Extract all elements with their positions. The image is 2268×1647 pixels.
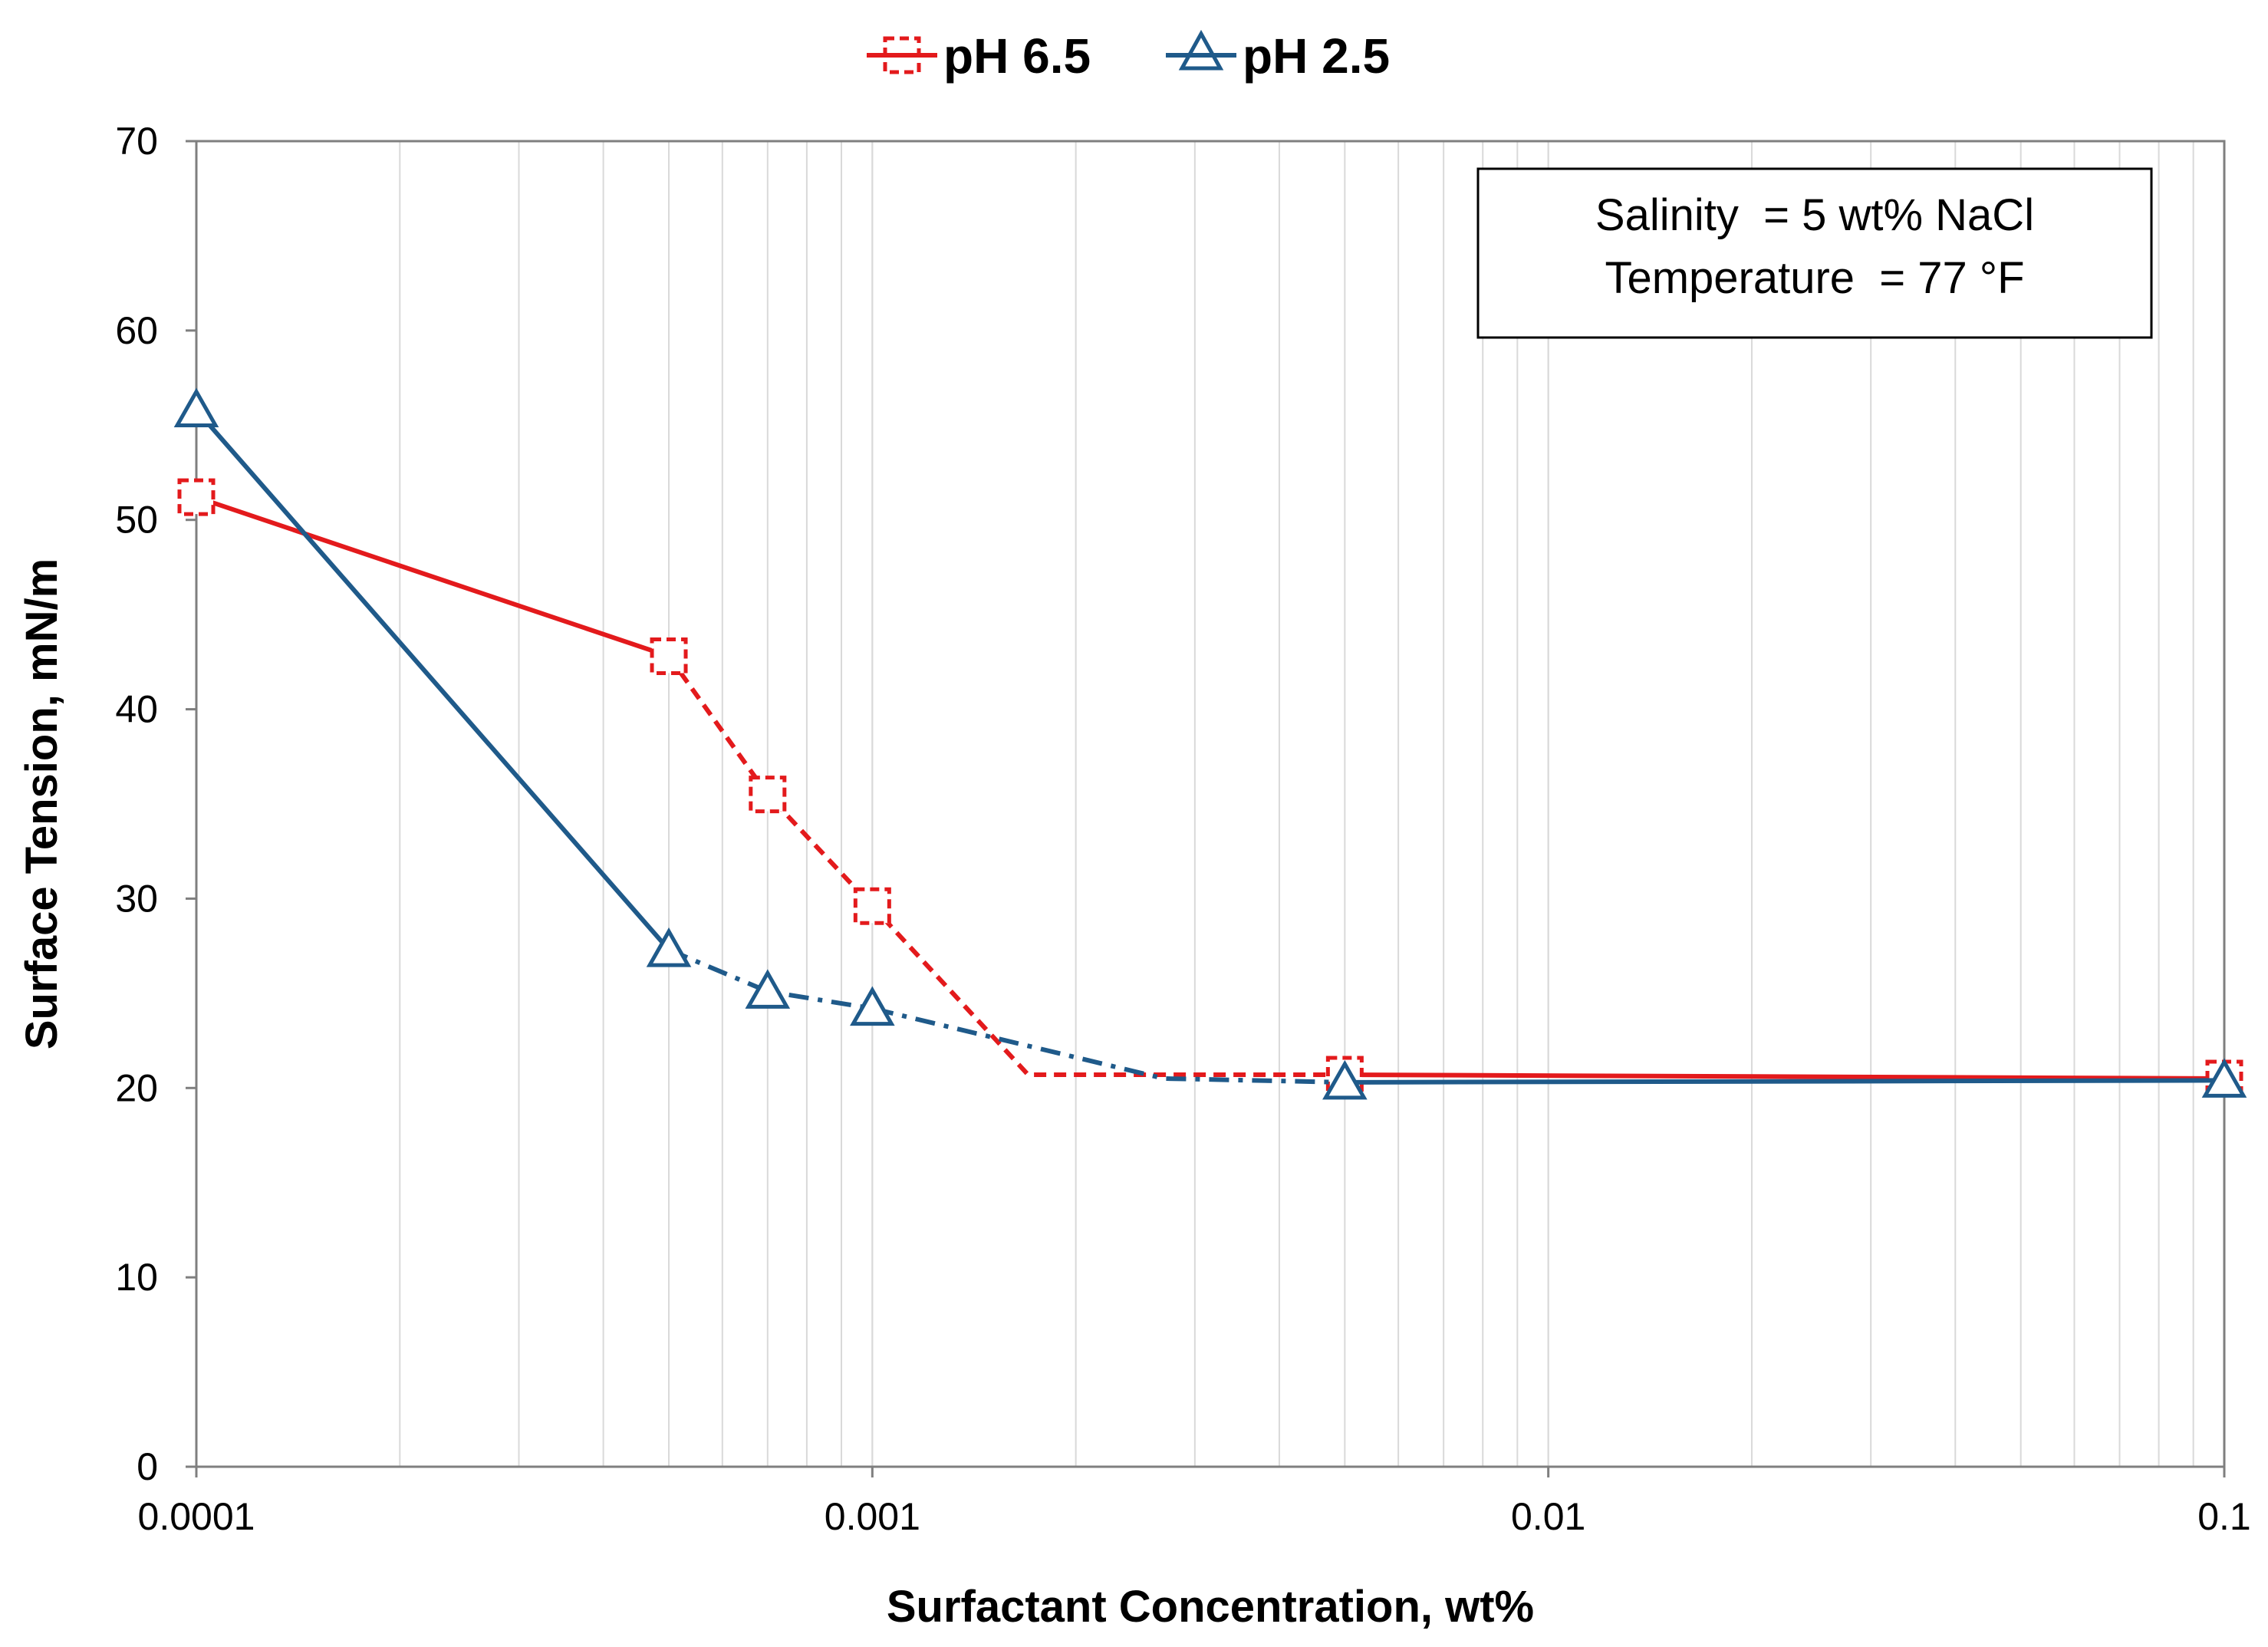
data-point bbox=[646, 927, 692, 967]
annotation-frame bbox=[1476, 167, 2153, 339]
legend: pH 6.5 pH 2.5 bbox=[867, 28, 1390, 84]
data-point bbox=[850, 986, 895, 1026]
x-tick-label: 0.001 bbox=[825, 1495, 920, 1538]
series-line-segment bbox=[667, 947, 1345, 1085]
plot-area bbox=[195, 140, 2226, 1468]
x-tick-label: 0.1 bbox=[2197, 1495, 2251, 1538]
x-axis: 0.0001 0.001 0.01 0.1 bbox=[138, 1467, 2251, 1538]
annotation-salinity: Salinity = 5 wt% NaCl bbox=[1595, 190, 2034, 240]
data-point bbox=[749, 776, 787, 814]
annotation-box: Salinity = 5 wt% NaCl Temperature = 77 °… bbox=[1476, 167, 2153, 339]
series-layer bbox=[173, 387, 2247, 1100]
data-point bbox=[853, 887, 891, 925]
y-tick-label: 60 bbox=[115, 309, 158, 352]
legend-marker-ph25 bbox=[1178, 29, 1224, 71]
y-tick-label: 50 bbox=[115, 499, 158, 542]
series-line-segment bbox=[194, 408, 671, 952]
y-axis-title: Surface Tension, mN/m bbox=[17, 558, 67, 1049]
legend-label-ph25: pH 2.5 bbox=[1243, 28, 1390, 84]
x-tick-label: 0.0001 bbox=[138, 1495, 255, 1538]
series-line-segment bbox=[1345, 1078, 2225, 1085]
y-axis: 0 10 20 30 40 50 60 70 bbox=[115, 120, 196, 1488]
data-point bbox=[173, 387, 219, 428]
y-tick-label: 10 bbox=[115, 1256, 158, 1299]
y-tick-label: 30 bbox=[115, 877, 158, 920]
series-line-segment bbox=[1345, 1072, 2225, 1081]
y-tick-label: 40 bbox=[115, 688, 158, 731]
legend-marker-ph65 bbox=[883, 36, 921, 74]
x-axis-title: Surfactant Concentration, wt% bbox=[887, 1582, 1534, 1632]
y-tick-label: 20 bbox=[115, 1066, 158, 1109]
y-tick-label: 70 bbox=[115, 120, 158, 163]
legend-label-ph65: pH 6.5 bbox=[943, 28, 1091, 84]
data-point bbox=[745, 969, 791, 1009]
x-tick-label: 0.01 bbox=[1511, 1495, 1585, 1538]
data-point bbox=[177, 478, 216, 516]
series-ph-25 bbox=[173, 387, 2247, 1100]
data-point bbox=[650, 637, 688, 675]
y-tick-label: 0 bbox=[137, 1445, 158, 1488]
data-point bbox=[1322, 1059, 1368, 1100]
annotation-temperature: Temperature = 77 °F bbox=[1605, 253, 2024, 303]
data-point bbox=[2201, 1058, 2247, 1098]
series-line-segment bbox=[196, 495, 670, 659]
